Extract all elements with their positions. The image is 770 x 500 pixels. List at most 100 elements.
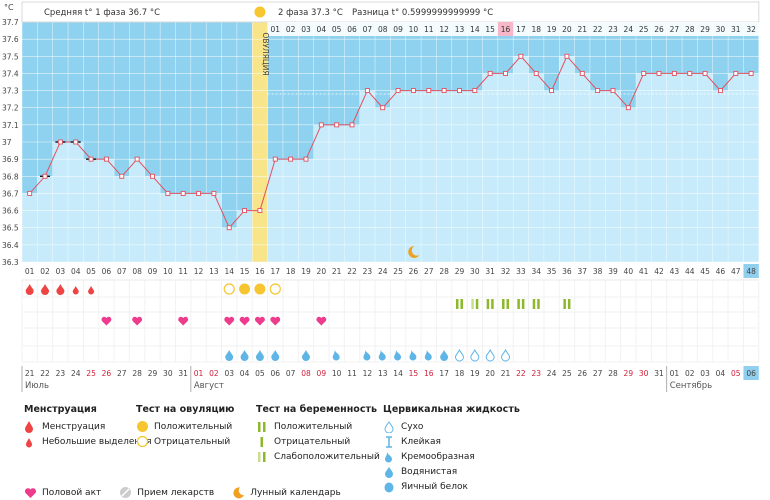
calendar-day-label: 01 xyxy=(194,369,204,378)
pregnancy-test-line xyxy=(537,299,540,309)
test-positive-icon xyxy=(256,420,274,433)
temperature-point xyxy=(610,88,616,94)
cycle-day-label: 36 xyxy=(562,267,572,276)
temperature-point xyxy=(180,190,186,196)
calendar-day-label: 04 xyxy=(716,369,726,378)
temp-column xyxy=(666,73,683,262)
y-tick-label: 37.5 xyxy=(2,52,19,61)
temperature-line xyxy=(29,55,752,229)
cycle-day-highlight xyxy=(743,264,759,278)
phase2-day-label: 22 xyxy=(593,25,603,34)
phase2-day-label: 06 xyxy=(347,25,357,34)
temperature-point xyxy=(733,70,739,76)
phase2-day-label: 26 xyxy=(654,25,664,34)
cervical-creamy-icon xyxy=(383,450,401,463)
y-tick-label: 37 xyxy=(2,138,12,147)
pregnancy-test-line xyxy=(521,299,525,309)
temp-column xyxy=(636,73,652,262)
cervical-watery-icon xyxy=(383,465,401,478)
menstruation-drop xyxy=(72,286,79,295)
menstruation-drop xyxy=(25,284,34,295)
cycle-day-label: 09 xyxy=(148,267,158,276)
legend-pregnancy-positive: Положительный xyxy=(274,421,353,432)
cycle-day-label: 38 xyxy=(593,267,603,276)
temperature-point xyxy=(671,70,677,76)
phase2-day-label: 12 xyxy=(439,25,449,34)
calendar-day-label: 21 xyxy=(25,369,35,378)
temperature-point xyxy=(334,122,340,128)
phase2-day-label: 17 xyxy=(516,25,526,34)
phase2-day-label: 03 xyxy=(301,25,311,34)
calendar-day-label: 06 xyxy=(746,369,756,378)
temperature-point xyxy=(57,139,63,145)
y-tick-label: 37.4 xyxy=(2,69,19,78)
pregnancy-test-line xyxy=(517,299,520,309)
temp-column xyxy=(651,73,667,262)
legend-ovulation-negative: Отрицательный xyxy=(154,436,231,447)
y-tick-label: 36.6 xyxy=(2,207,19,216)
ovulation-label: ОВУЛЯЦИЯ xyxy=(261,32,270,75)
cycle-day-label: 26 xyxy=(409,267,419,276)
cervical-creamy xyxy=(363,350,371,361)
ovulation-test-positive xyxy=(254,283,266,295)
cycle-day-label: 05 xyxy=(86,267,96,276)
phase2-day-label: 20 xyxy=(562,25,572,34)
temperature-point xyxy=(702,70,708,76)
month-label: Июль xyxy=(25,381,49,391)
cycle-day-label: 45 xyxy=(700,267,710,276)
temperature-point xyxy=(257,208,263,214)
cycle-day-label: 15 xyxy=(240,267,250,276)
legend-intercourse: Половой акт xyxy=(42,487,102,498)
calendar-day-label: 29 xyxy=(148,369,158,378)
temperature-point xyxy=(426,88,432,94)
menstruation-drop-icon xyxy=(24,420,42,433)
y-tick-label: 36.4 xyxy=(2,241,19,250)
cycle-day-label: 48 xyxy=(746,267,756,276)
calendar-day-label: 11 xyxy=(347,369,357,378)
temperature-point xyxy=(717,88,723,94)
temperature-point xyxy=(165,190,171,196)
phase2-day-label: 28 xyxy=(685,25,695,34)
calendar-day-label: 06 xyxy=(271,369,281,378)
pregnancy-test-line xyxy=(460,299,463,309)
calendar-day-label: 12 xyxy=(363,369,373,378)
calendar-day-label: 23 xyxy=(56,369,66,378)
calendar-day-label: 10 xyxy=(332,369,342,378)
phase2-day-label: 09 xyxy=(393,25,403,34)
legend-cervical-watery: Водянистая xyxy=(401,466,458,477)
temp-column xyxy=(497,73,514,262)
phase2-day-label: 05 xyxy=(332,25,342,34)
temperature-point xyxy=(625,105,631,111)
cervical-sticky-icon xyxy=(383,435,401,448)
temperature-point xyxy=(150,173,155,179)
cycle-day-label: 32 xyxy=(501,267,511,276)
temp-column xyxy=(620,107,636,262)
legend-cervical-sticky: Клейкая xyxy=(401,436,441,447)
cervical-dry xyxy=(454,348,464,362)
phase2-day-label: 25 xyxy=(639,25,649,34)
cervical-creamy xyxy=(332,350,340,361)
cycle-day-label: 34 xyxy=(531,267,541,276)
cycle-day-label: 08 xyxy=(132,267,142,276)
calendar-day-label: 07 xyxy=(286,369,296,378)
legend-pregnancy-test: Тест на беременность Положительный Отриц… xyxy=(256,404,380,464)
pill-icon xyxy=(119,486,137,499)
phase2-day-label: 18 xyxy=(531,25,541,34)
legend-menstruation-light: Небольшие выделения xyxy=(42,436,152,447)
legend-pregnancy-negative: Отрицательный xyxy=(274,436,351,447)
temperature-point xyxy=(579,70,585,76)
phase2-day-label: 30 xyxy=(716,25,726,34)
test-faint-icon xyxy=(256,450,274,463)
cycle-day-label: 12 xyxy=(194,267,204,276)
y-tick-label: 37.3 xyxy=(2,87,19,96)
cervical-watery xyxy=(301,350,310,361)
menstruation-drop xyxy=(41,284,50,295)
cervical-watery xyxy=(440,350,449,361)
calendar-day-label: 17 xyxy=(439,369,449,378)
phase2-day-highlight xyxy=(497,22,514,36)
legend-pregnancy-title: Тест на беременность xyxy=(256,404,377,415)
calendar-day-label: 08 xyxy=(301,369,311,378)
temp-column xyxy=(144,176,161,262)
phase2-day-label: 11 xyxy=(424,25,434,34)
phase2-summary: 2 фаза 37.3 °C xyxy=(278,8,343,18)
